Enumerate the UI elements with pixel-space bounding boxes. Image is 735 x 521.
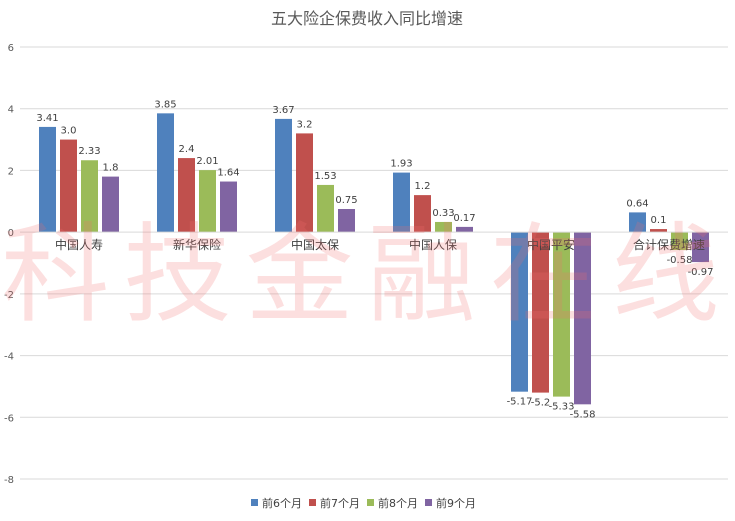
data-label: 1.93 [390, 159, 412, 170]
data-label: 1.64 [217, 168, 239, 179]
bar [60, 139, 77, 233]
bar [199, 170, 216, 233]
bar [574, 232, 591, 405]
legend-swatch [309, 499, 316, 506]
bar [456, 226, 473, 233]
bar [629, 212, 646, 233]
data-label: -0.58 [667, 255, 693, 266]
x-tick-label: 合计保费增速 [633, 237, 705, 252]
bar [532, 232, 549, 393]
data-label: 2.01 [196, 156, 218, 167]
y-tick-label: 4 [8, 105, 14, 116]
data-label: 3.67 [272, 105, 294, 116]
bar [671, 232, 688, 251]
x-tick-label: 中国人保 [409, 237, 457, 252]
bar [692, 232, 709, 263]
data-label: 2.4 [179, 144, 195, 155]
x-tick-label: 中国平安 [527, 237, 575, 252]
x-tick-label: 新华保险 [173, 237, 221, 252]
bar [39, 126, 56, 233]
bar [296, 133, 313, 233]
data-label: 0.17 [453, 213, 475, 224]
y-tick-label: 0 [8, 228, 14, 239]
data-label: 0.1 [651, 215, 667, 226]
data-label: 0.64 [626, 198, 648, 209]
y-tick-label: 6 [8, 43, 14, 54]
bar [338, 209, 355, 233]
data-label: -5.33 [549, 402, 575, 413]
bar [650, 229, 667, 233]
data-label: 3.85 [154, 99, 176, 110]
bar [414, 195, 431, 233]
bar [102, 176, 119, 233]
data-label: -5.58 [570, 409, 596, 420]
data-label: 1.53 [314, 171, 336, 182]
data-label: 3.0 [61, 126, 77, 137]
bar [81, 160, 98, 233]
bar [511, 232, 528, 392]
bar [553, 232, 570, 397]
y-tick-label: -6 [4, 413, 14, 424]
data-label: 0.75 [335, 195, 357, 206]
bar [178, 158, 195, 233]
legend-swatch [251, 499, 258, 506]
x-tick-label: 中国太保 [291, 237, 339, 252]
bar [435, 221, 452, 233]
y-tick-label: -2 [4, 290, 14, 301]
legend-label: 前7个月 [320, 496, 360, 510]
y-tick-label: -8 [4, 475, 14, 486]
x-tick-label: 中国人寿 [55, 237, 103, 252]
bar [275, 118, 292, 233]
data-label: 1.2 [415, 181, 431, 192]
data-label: 3.41 [36, 113, 58, 124]
bar [317, 184, 334, 233]
legend-swatch [425, 499, 432, 506]
bar [393, 172, 410, 233]
legend-label: 前8个月 [378, 496, 418, 510]
data-label: 1.8 [103, 163, 119, 174]
legend-label: 前6个月 [262, 496, 302, 510]
legend-label: 前9个月 [436, 496, 476, 510]
data-label: -5.2 [531, 398, 551, 409]
y-tick-label: -4 [4, 352, 14, 363]
bar [220, 181, 237, 233]
data-label: -0.97 [688, 267, 714, 278]
legend-swatch [367, 499, 374, 506]
y-tick-label: 2 [8, 166, 14, 177]
data-label: 0.33 [432, 208, 454, 219]
chart-title: 五大险企保费收入同比增速 [271, 9, 463, 28]
data-label: 2.33 [78, 146, 100, 157]
bar [157, 113, 174, 233]
data-label: -5.17 [507, 397, 533, 408]
data-label: 3.2 [297, 119, 313, 130]
